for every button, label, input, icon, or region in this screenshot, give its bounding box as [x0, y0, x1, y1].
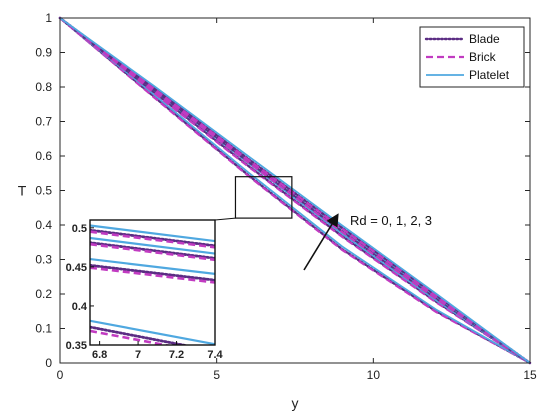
inset-series-line-blade-rd-2	[90, 241, 215, 260]
inset-x-tick-label: 7.2	[169, 349, 184, 361]
inset-series-line-brick-rd-3	[90, 230, 215, 249]
inset-y-tick-label: 0.35	[66, 340, 87, 352]
series-line-brick-rd-1	[59, 17, 531, 364]
curve-group-rd-0	[58, 16, 532, 365]
rd-annotation: Rd = 0, 1, 2, 3	[303, 213, 432, 271]
x-tick-label: 10	[367, 368, 381, 382]
legend-label-blade: Blade	[469, 32, 500, 46]
series-line-platelet-rd-3	[59, 17, 531, 364]
series-line-brick-rd-0	[59, 17, 531, 364]
x-axis-label: y	[292, 395, 299, 411]
legend: Blade Brick Platelet	[419, 26, 525, 88]
inset-series-line-brick-rd-1	[90, 266, 215, 284]
inset-x-tick-label: 7	[135, 349, 141, 361]
y-tick-label: 0.3	[35, 253, 52, 267]
inset-series-line-brick-rd-2	[90, 242, 215, 262]
series-line-platelet-rd-0	[59, 17, 531, 364]
main-plot: 0 5 10 15 0 0.1 0.2 0.3 0.4 0.5 0.6 0.7 0.8 0.9 1 y T	[18, 11, 537, 411]
y-tick-label: 0.7	[35, 115, 52, 129]
y-tick-label: 0.6	[35, 149, 52, 163]
inset-plot: 6.8 7 7.2 7.4 0.35 0.4 0.45 0.5	[66, 217, 236, 361]
inset-frame	[89, 219, 216, 346]
y-tick-label: 0.8	[35, 80, 52, 94]
y-tick-label: 0.2	[35, 287, 52, 301]
zoom-window	[234, 176, 293, 219]
zoom-connector	[214, 217, 236, 221]
curve-group-rd-3	[58, 16, 532, 365]
y-tick-label: 0.4	[35, 218, 52, 232]
inset-x-tick-label: 7.4	[207, 349, 223, 361]
x-tick-label: 15	[523, 368, 537, 382]
y-tick-label: 0.9	[35, 46, 52, 60]
inset-series-line-blade-rd-0	[90, 325, 191, 345]
rd-arrow	[303, 213, 339, 271]
x-tick-label: 5	[213, 368, 220, 382]
y-tick-label: 0	[45, 356, 52, 370]
series-line-brick-rd-3	[59, 17, 531, 364]
y-axis-label: T	[18, 183, 27, 199]
inset-y-tick-label: 0.5	[72, 223, 87, 235]
inset-series-line-blade-rd-1	[90, 263, 215, 282]
inset-series-line-platelet-rd-2	[90, 236, 215, 255]
inset-curves	[90, 224, 215, 345]
inset-series-line-platelet-rd-0	[90, 319, 215, 345]
inset-y-tick-label: 0.4	[72, 301, 88, 313]
series-line-brick-rd-2	[59, 17, 531, 364]
y-tick-label: 0.1	[35, 322, 52, 336]
y-tick-label: 1	[45, 11, 52, 25]
legend-label-brick: Brick	[469, 50, 497, 64]
inset-x-tick-label: 6.8	[92, 349, 107, 361]
inset-series-line-blade-rd-3	[90, 228, 215, 248]
legend-label-platelet: Platelet	[469, 68, 510, 82]
inset-y-tick-label: 0.45	[66, 262, 87, 274]
inset-series-line-platelet-rd-3	[90, 224, 215, 243]
x-tick-label: 0	[57, 368, 64, 382]
inset-series-line-platelet-rd-1	[90, 257, 215, 276]
rd-annotation-text: Rd = 0, 1, 2, 3	[350, 213, 432, 228]
y-tick-label: 0.5	[35, 184, 52, 198]
